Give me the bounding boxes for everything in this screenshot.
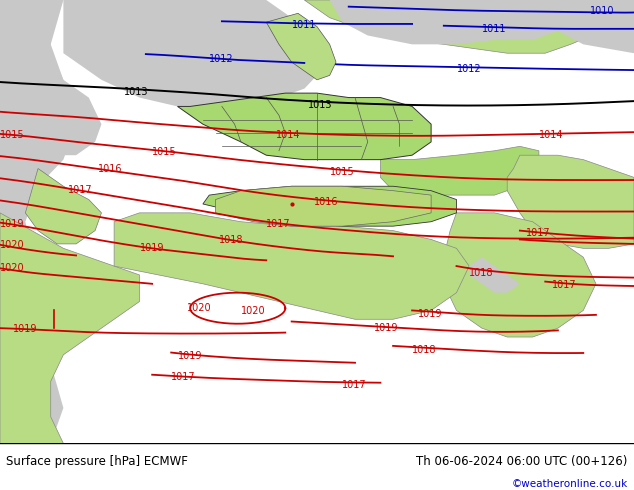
Text: 1013: 1013 (307, 99, 332, 110)
Text: 1010: 1010 (590, 6, 614, 16)
Polygon shape (0, 213, 139, 443)
Text: 1019: 1019 (139, 244, 164, 253)
Text: 1015: 1015 (152, 147, 177, 157)
Text: 1019: 1019 (178, 351, 202, 361)
Text: 1019: 1019 (13, 324, 37, 334)
Polygon shape (0, 0, 76, 443)
Text: 1017: 1017 (526, 228, 551, 238)
Polygon shape (507, 155, 634, 248)
Text: 1017: 1017 (266, 219, 291, 229)
Text: 1020: 1020 (241, 306, 266, 317)
Text: 1016: 1016 (98, 164, 123, 173)
Polygon shape (114, 213, 469, 319)
Text: 1018: 1018 (469, 268, 494, 278)
Polygon shape (558, 0, 634, 53)
Polygon shape (0, 0, 101, 155)
Text: 1017: 1017 (552, 280, 576, 290)
Text: 1017: 1017 (171, 372, 196, 382)
Polygon shape (178, 93, 431, 160)
Text: 1011: 1011 (292, 20, 316, 30)
Text: 1019: 1019 (374, 323, 399, 333)
Polygon shape (216, 186, 431, 226)
Polygon shape (203, 186, 456, 226)
Text: 1019: 1019 (0, 219, 25, 229)
Text: 1014: 1014 (539, 130, 564, 140)
Text: 1016: 1016 (314, 197, 339, 207)
Text: ©weatheronline.co.uk: ©weatheronline.co.uk (512, 479, 628, 490)
Polygon shape (469, 257, 520, 293)
Text: 1020: 1020 (0, 240, 25, 250)
Polygon shape (304, 0, 634, 53)
Text: 1012: 1012 (456, 64, 481, 74)
Polygon shape (25, 169, 101, 244)
Text: 1017: 1017 (342, 380, 367, 390)
Text: 1018: 1018 (412, 345, 437, 355)
Text: 1013: 1013 (124, 87, 148, 97)
Text: 1014: 1014 (276, 130, 301, 140)
Text: 1020: 1020 (0, 263, 25, 273)
Text: 1015: 1015 (0, 130, 25, 140)
Text: 1020: 1020 (187, 303, 212, 313)
Text: 1019: 1019 (418, 309, 443, 318)
Text: 1018: 1018 (219, 235, 243, 245)
Text: Surface pressure [hPa] ECMWF: Surface pressure [hPa] ECMWF (6, 455, 188, 467)
Polygon shape (266, 13, 336, 80)
Text: 1011: 1011 (482, 24, 507, 34)
Polygon shape (63, 0, 330, 111)
Text: 1015: 1015 (330, 167, 354, 177)
Polygon shape (380, 147, 539, 195)
Text: 1017: 1017 (68, 185, 93, 195)
Polygon shape (330, 0, 602, 44)
Text: 1012: 1012 (209, 54, 234, 64)
Polygon shape (444, 213, 596, 337)
Text: Th 06-06-2024 06:00 UTC (00+126): Th 06-06-2024 06:00 UTC (00+126) (417, 455, 628, 467)
